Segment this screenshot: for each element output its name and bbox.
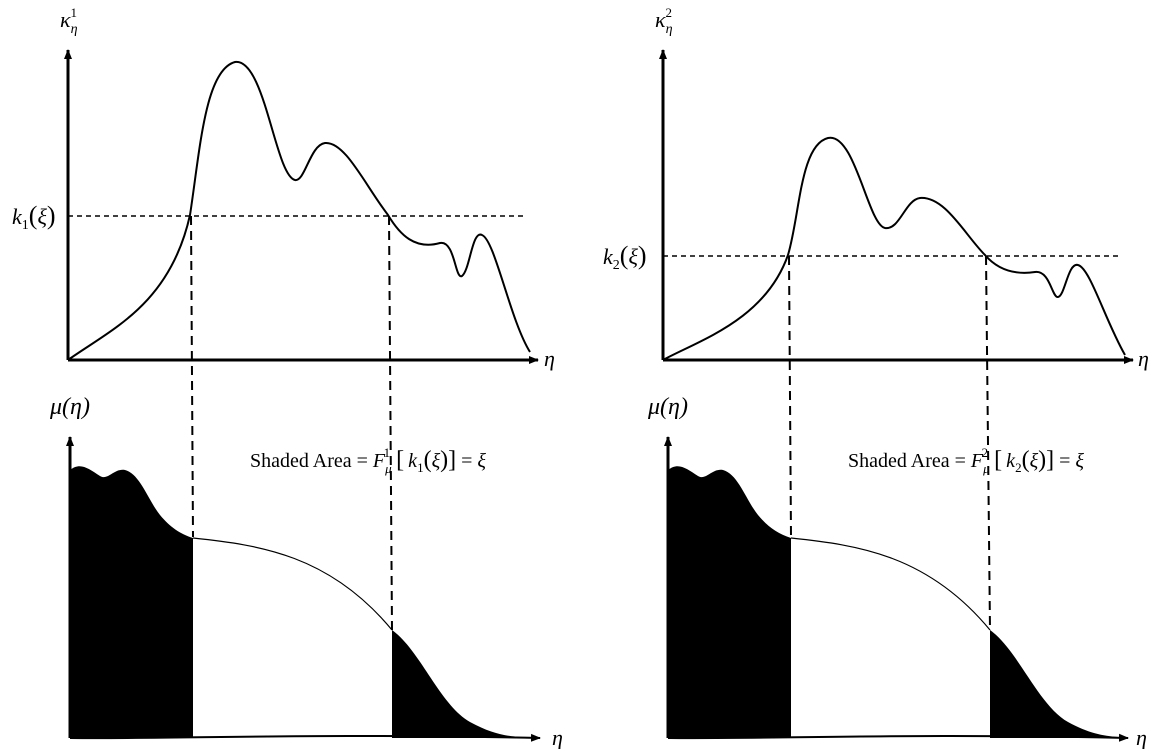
left-shaded-region-left <box>70 466 193 738</box>
left-shaded-area-annotation: Shaded Area = Fμ1 [k1(ξ)] = ξ <box>250 445 486 476</box>
right-shaded-area-annotation: Shaded Area = Fμ2 [k2(ξ)] = ξ <box>848 445 1084 476</box>
left-projection-line-2 <box>388 215 393 631</box>
left-mu-curve <box>192 537 393 631</box>
right-threshold-label: k2(ξ) <box>603 241 647 273</box>
left-projection-line-1 <box>190 215 194 538</box>
right-kappa-curve <box>662 136 1126 361</box>
right-panel: κη2 η k2(ξ) μ(η) η Shaded Area = Fμ2 [k2… <box>603 5 1149 749</box>
left-mu-axis-label: μ(η) <box>49 394 90 420</box>
right-kappa-plot: κη2 η k2(ξ) <box>603 5 1149 371</box>
left-kappa-curve <box>67 60 531 361</box>
right-shaded-region-right <box>990 630 1118 738</box>
left-panel: κη1 η k1(ξ) μ(η) η Shaded Area = Fμ1 [k1… <box>12 5 563 749</box>
left-bottom-eta-label: η <box>552 725 563 749</box>
right-mu-curve <box>790 537 991 631</box>
right-kappa-axis-label: κη2 <box>655 5 673 37</box>
left-threshold-label: k1(ξ) <box>12 201 56 233</box>
right-shaded-region-left <box>668 466 791 738</box>
right-projection-line-2 <box>985 255 991 631</box>
right-mu-axis-label: μ(η) <box>647 394 688 420</box>
left-top-eta-label: η <box>544 346 555 371</box>
right-bottom-eta-label: η <box>1136 725 1147 749</box>
left-bottom-x-axis <box>69 733 541 742</box>
right-projection-line-1 <box>788 255 792 538</box>
left-shaded-region-right <box>392 630 520 738</box>
right-top-eta-label: η <box>1138 346 1149 371</box>
right-bottom-x-axis <box>667 733 1129 742</box>
left-kappa-axis-label: κη1 <box>60 5 78 37</box>
left-kappa-plot: κη1 η k1(ξ) <box>12 5 555 371</box>
right-mu-plot: μ(η) η Shaded Area = Fμ2 [k2(ξ)] = ξ <box>647 394 1147 749</box>
left-mu-plot: μ(η) η Shaded Area = Fμ1 [k1(ξ)] = ξ <box>49 394 563 749</box>
